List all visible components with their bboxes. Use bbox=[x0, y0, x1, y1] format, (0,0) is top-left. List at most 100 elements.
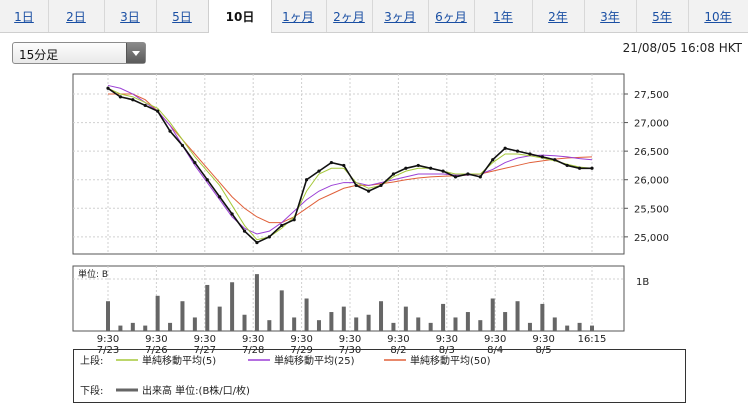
volume-bar bbox=[403, 306, 408, 331]
price-point bbox=[131, 98, 135, 102]
x-tick-time: 9:30 bbox=[387, 334, 409, 345]
x-tick-time: 9:30 bbox=[145, 334, 167, 345]
price-tick-label: 27,500 bbox=[634, 90, 669, 101]
price-point bbox=[354, 183, 358, 188]
volume-bar bbox=[478, 320, 483, 331]
tab-14[interactable]: 10年 bbox=[688, 0, 748, 32]
volume-bar bbox=[391, 322, 396, 331]
volume-bar bbox=[565, 325, 570, 331]
price-point bbox=[205, 178, 209, 182]
volume-bar bbox=[118, 325, 123, 331]
price-point bbox=[317, 169, 321, 173]
interval-select[interactable]: 15分足 bbox=[12, 42, 146, 64]
volume-bar bbox=[515, 301, 520, 331]
volume-bar bbox=[130, 322, 135, 331]
price-point bbox=[429, 166, 433, 170]
price-point bbox=[193, 160, 197, 165]
price-point bbox=[503, 146, 507, 150]
price-point bbox=[280, 223, 284, 228]
tab-9[interactable]: 6ヶ月 bbox=[428, 0, 475, 32]
x-tick-date: 7/28 bbox=[242, 345, 264, 356]
tab-10[interactable]: 1年 bbox=[474, 0, 533, 32]
chevron-down-icon[interactable] bbox=[126, 43, 145, 63]
price-point bbox=[453, 175, 458, 179]
price-point bbox=[292, 218, 296, 222]
volume-bar bbox=[205, 284, 210, 331]
x-tick-date: 7/27 bbox=[194, 345, 216, 356]
volume-bar bbox=[279, 290, 284, 331]
volume-bar bbox=[217, 306, 222, 331]
price-point bbox=[230, 212, 234, 216]
volume-bar bbox=[168, 322, 173, 331]
volume-bar bbox=[316, 320, 321, 331]
price-point bbox=[218, 195, 222, 199]
price-point bbox=[491, 158, 495, 162]
volume-bar bbox=[490, 298, 495, 331]
price-point bbox=[565, 163, 569, 168]
tab-6[interactable]: 1ヶ月 bbox=[270, 0, 327, 32]
price-point bbox=[391, 172, 396, 176]
legend-ma5-label: 単純移動平均(5) bbox=[142, 354, 216, 367]
price-tick-label: 27,000 bbox=[634, 119, 669, 130]
price-point bbox=[267, 235, 271, 239]
volume-bar bbox=[354, 317, 359, 331]
tab-1[interactable]: 1日 bbox=[0, 0, 49, 32]
volume-bar bbox=[192, 317, 197, 331]
volume-bar bbox=[465, 312, 470, 331]
tab-12[interactable]: 3年 bbox=[584, 0, 637, 32]
tab-8[interactable]: 3ヶ月 bbox=[372, 0, 429, 32]
x-tick-time: 9:30 bbox=[532, 334, 554, 345]
price-point bbox=[441, 169, 445, 173]
tab-3[interactable]: 3日 bbox=[104, 0, 157, 32]
x-tick-time: 9:30 bbox=[484, 334, 506, 345]
legend-box: 上段: 単純移動平均(5) 単純移動平均(25) 単純移動平均(50) 下段: … bbox=[73, 349, 686, 403]
tab-11[interactable]: 2年 bbox=[532, 0, 585, 32]
legend-ma25-label: 単純移動平均(25) bbox=[274, 354, 355, 367]
x-tick-time: 16:15 bbox=[578, 334, 607, 345]
price-point bbox=[143, 103, 147, 108]
volume-bar bbox=[503, 312, 508, 331]
volume-unit-label: 単位: B bbox=[78, 268, 108, 280]
price-point bbox=[304, 178, 309, 182]
x-tick-time: 9:30 bbox=[194, 334, 216, 345]
tab-2[interactable]: 2日 bbox=[48, 0, 105, 32]
price-point bbox=[528, 152, 532, 156]
volume-bar bbox=[590, 325, 594, 331]
price-point bbox=[540, 155, 544, 159]
price-point bbox=[118, 95, 123, 99]
volume-bar bbox=[453, 317, 458, 331]
tab-7[interactable]: 2ヶ月 bbox=[326, 0, 373, 32]
price-point bbox=[379, 183, 383, 188]
period-tab-bar: 1日 2日 3日 5日 10日 1ヶ月 2ヶ月 3ヶ月 6ヶ月 1年 2年 3年 5年 10年 bbox=[0, 0, 748, 33]
x-tick-date: 7/30 bbox=[339, 345, 361, 356]
tab-13[interactable]: 5年 bbox=[636, 0, 689, 32]
volume-bar bbox=[329, 312, 334, 331]
price-point bbox=[590, 166, 594, 170]
x-tick-date: 7/23 bbox=[97, 345, 119, 356]
volume-bar bbox=[441, 303, 446, 331]
price-point bbox=[577, 166, 582, 170]
volume-panel-frame bbox=[72, 265, 625, 332]
ma25-line bbox=[107, 84, 593, 235]
volume-bar bbox=[155, 295, 160, 331]
price-tick-label: 26,000 bbox=[634, 176, 669, 187]
volume-bar bbox=[341, 306, 346, 331]
price-panel-frame bbox=[72, 73, 625, 255]
volume-bar bbox=[577, 322, 582, 331]
price-point bbox=[416, 163, 420, 168]
x-tick-time: 9:30 bbox=[290, 334, 312, 345]
volume-bar bbox=[527, 322, 532, 331]
volume-bar bbox=[428, 322, 433, 331]
volume-bar bbox=[180, 301, 185, 331]
price-point bbox=[156, 109, 160, 113]
price-point bbox=[478, 175, 482, 179]
volume-bar bbox=[540, 303, 545, 331]
legend-bottom-label: 下段: bbox=[80, 384, 103, 397]
price-point bbox=[404, 166, 408, 170]
x-tick-time: 9:30 bbox=[242, 334, 264, 345]
tab-5[interactable]: 10日 bbox=[208, 0, 272, 33]
volume-bar bbox=[267, 320, 272, 331]
volume-bar bbox=[230, 282, 235, 331]
price-point bbox=[180, 143, 185, 148]
